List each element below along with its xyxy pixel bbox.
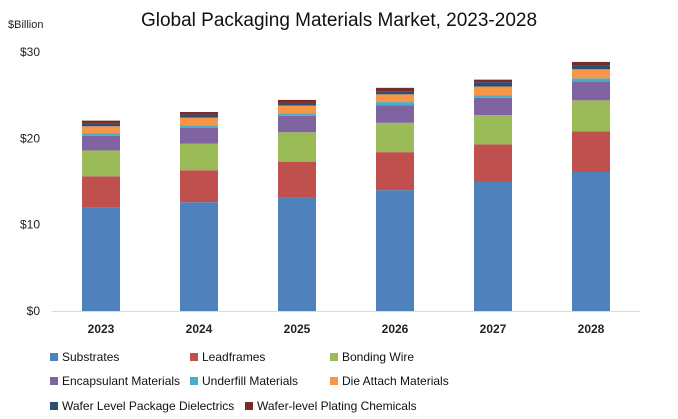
bar-segment-underfill-materials	[278, 113, 316, 116]
bar-segment-bonding-wire	[278, 132, 316, 162]
y-tick-label: $0	[27, 304, 41, 318]
bar-segment-die-attach-materials	[376, 94, 414, 103]
legend-item: Die Attach Materials	[330, 374, 449, 388]
bar-segment-die-attach-materials	[180, 117, 218, 126]
bar-segment-bonding-wire	[376, 122, 414, 153]
bar-segment-substrates	[376, 190, 414, 311]
y-tick-label: $20	[20, 131, 40, 145]
bar-segment-wafer-level-package-dielectrics	[474, 82, 512, 87]
bar-segment-encapsulant-materials	[180, 127, 218, 144]
bar-segment-wafer-level-plating-chemicals	[180, 112, 218, 115]
bar-segment-bonding-wire	[474, 115, 512, 145]
legend-item: Leadframes	[190, 350, 265, 364]
bar-segment-leadframes	[278, 161, 316, 198]
bar-segment-leadframes	[572, 131, 610, 173]
bar-segment-die-attach-materials	[474, 86, 512, 96]
bar-segment-underfill-materials	[572, 78, 610, 82]
bar-segment-die-attach-materials	[82, 126, 120, 134]
y-tick-label: $10	[20, 218, 40, 232]
legend-item: Underfill Materials	[190, 374, 298, 388]
bar-segment-substrates	[474, 181, 512, 311]
bar-segment-wafer-level-plating-chemicals	[278, 99, 316, 103]
legend-swatch	[190, 377, 198, 385]
x-tick-label: 2024	[186, 322, 213, 336]
legend-swatch	[50, 353, 58, 361]
bar-segment-encapsulant-materials	[278, 115, 316, 133]
legend-swatch	[245, 402, 253, 410]
bar-segment-substrates	[278, 197, 316, 311]
bar-segment-substrates	[572, 172, 610, 311]
bar-segment-wafer-level-package-dielectrics	[376, 91, 414, 95]
bar-segment-leadframes	[474, 144, 512, 182]
bar-segment-wafer-level-package-dielectrics	[82, 123, 120, 127]
legend-item: Wafer Level Package Dielectrics	[50, 399, 234, 413]
bar-segment-wafer-level-plating-chemicals	[474, 79, 512, 83]
bar-segment-leadframes	[180, 170, 218, 203]
bar-segment-bonding-wire	[572, 100, 610, 132]
legend-label: Substrates	[62, 350, 120, 364]
legend-label: Wafer-level Plating Chemicals	[257, 399, 417, 413]
legend-swatch	[50, 402, 58, 410]
plot-area: $0 $10 $20 $30 2023 2024 2025 2026 2027 2028	[20, 45, 640, 336]
legend-item: Encapsulant Materials	[50, 374, 180, 388]
bar-segment-wafer-level-package-dielectrics	[572, 65, 610, 70]
bar-segment-bonding-wire	[180, 143, 218, 171]
bar-segment-leadframes	[376, 152, 414, 191]
bar-segment-wafer-level-plating-chemicals	[376, 87, 414, 92]
bar-segment-wafer-level-package-dielectrics	[278, 102, 316, 106]
legend-label: Underfill Materials	[202, 374, 299, 388]
bar-segment-die-attach-materials	[572, 69, 610, 79]
bar-segment-encapsulant-materials	[376, 105, 414, 123]
bar-segment-encapsulant-materials	[474, 97, 512, 116]
bar-segment-wafer-level-plating-chemicals	[572, 61, 610, 66]
legend-swatch	[190, 353, 198, 361]
x-tick-label: 2028	[578, 322, 605, 336]
y-axis-label: $Billion	[8, 19, 44, 31]
legend-label: Leadframes	[202, 350, 266, 364]
legend-swatch	[330, 353, 338, 361]
bar-segment-underfill-materials	[82, 133, 120, 136]
legend-label: Wafer Level Package Dielectrics	[62, 399, 235, 413]
bar-segment-leadframes	[82, 176, 120, 208]
bar-segment-encapsulant-materials	[82, 135, 120, 151]
bar-segment-substrates	[180, 202, 218, 311]
bar-segment-encapsulant-materials	[572, 81, 610, 101]
x-tick-label: 2023	[88, 322, 115, 336]
bar-segment-underfill-materials	[180, 125, 218, 128]
legend-item: Bonding Wire	[330, 350, 414, 364]
legend-label: Die Attach Materials	[342, 374, 449, 388]
y-tick-label: $30	[20, 45, 40, 59]
legend-swatch	[330, 377, 338, 385]
legend-label: Bonding Wire	[342, 350, 415, 364]
legend-item: Substrates	[50, 350, 119, 364]
legend-label: Encapsulant Materials	[62, 374, 181, 388]
x-tick-label: 2025	[284, 322, 311, 336]
bar-segment-underfill-materials	[474, 95, 512, 98]
legend-swatch	[50, 377, 58, 385]
bar-segment-wafer-level-package-dielectrics	[180, 114, 218, 118]
chart-title: Global Packaging Materials Market, 2023-…	[140, 10, 538, 31]
x-tick-label: 2026	[382, 322, 409, 336]
legend-item: Wafer-level Plating Chemicals	[245, 399, 417, 413]
bar-segment-underfill-materials	[376, 102, 414, 106]
bar-segment-substrates	[82, 207, 120, 311]
bar-segment-bonding-wire	[82, 150, 120, 177]
bar-segment-wafer-level-plating-chemicals	[82, 120, 120, 124]
x-tick-label: 2027	[480, 322, 507, 336]
bar-segment-die-attach-materials	[278, 105, 316, 114]
